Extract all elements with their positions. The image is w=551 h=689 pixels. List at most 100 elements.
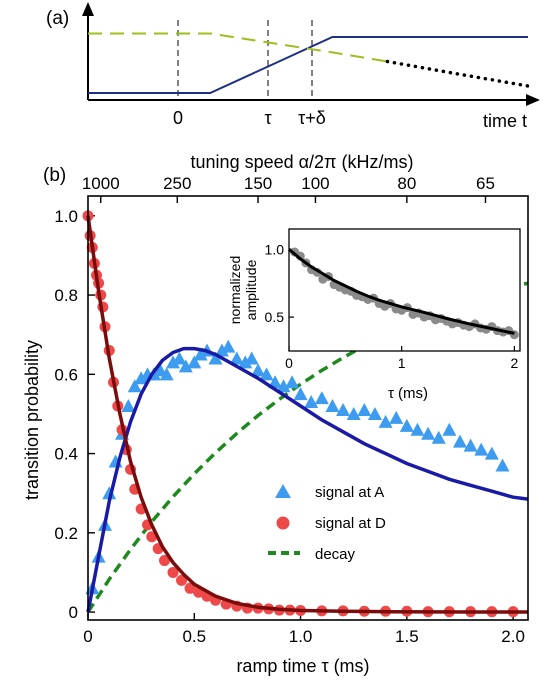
signal-a-point [187, 355, 202, 369]
x-axis-label: ramp time τ (ms) [236, 656, 369, 676]
signal-a-point [452, 434, 467, 448]
signal-a-point [304, 395, 319, 409]
signal-a-point [399, 418, 414, 432]
inset-y-tick-label: 0.5 [265, 309, 285, 325]
panel-a-curves [88, 32, 530, 94]
panel-a-tick-0: 0 [173, 108, 183, 128]
signal-a-point [178, 359, 193, 373]
legend-marker-signal-a [275, 484, 291, 498]
signal-a-point [285, 375, 300, 389]
panel-a-curve-dotted [385, 59, 530, 88]
inset-fit-curve [288, 248, 515, 335]
signal-a-point [159, 367, 174, 381]
signal-a-point [325, 399, 340, 413]
signal-a-point [357, 402, 372, 416]
inset-x-tick-label: 1 [398, 355, 406, 371]
y-tick-label: 0.6 [54, 365, 78, 384]
signal-a-point [484, 446, 499, 460]
signal-a-point [193, 347, 208, 361]
x-tick-label: 1.0 [289, 627, 313, 646]
panel-a: (a) 0 τ τ+δ time t [46, 2, 540, 131]
panel-a-y-arrowhead [82, 2, 94, 16]
y-tick-label: 0.2 [54, 524, 78, 543]
x-tick-label: 1.5 [395, 627, 419, 646]
signal-a-point [410, 422, 425, 436]
panel-a-x-arrowhead [526, 94, 540, 106]
top-tick-label: 250 [163, 174, 191, 193]
signal-a-point [244, 351, 259, 365]
decay-curve [86, 281, 529, 614]
signal-a-point [442, 422, 457, 436]
inset-x-tick-label: 0 [285, 355, 293, 371]
signal-a-point [102, 486, 117, 500]
signal-a-point [208, 351, 223, 365]
x-tick-label: 0 [83, 627, 92, 646]
top-tick-label: 150 [244, 174, 272, 193]
plot-frame [87, 195, 529, 621]
signal-a-point [346, 406, 361, 420]
legend: signal at A signal at D decay [268, 484, 386, 563]
inset-plot: 0 1 2 0.5 1.0 [265, 241, 519, 371]
signal-a-point [127, 379, 142, 393]
y-axis-label: transition probability [22, 340, 42, 500]
top-tick-label: 80 [397, 174, 416, 193]
panel-a-axis-label: time t [483, 111, 527, 131]
signal-d-point [176, 574, 188, 586]
signal-a-point [474, 442, 489, 456]
signal-a-point [134, 371, 149, 385]
signal-a-point [314, 391, 329, 405]
y-tick-label: 0 [69, 603, 78, 622]
signal-a-point [268, 375, 283, 389]
legend-label-signal-d: signal at D [315, 515, 386, 532]
signal-a-point [431, 430, 446, 444]
inset-xlabel: τ (ms) [388, 385, 428, 402]
signal-a-point [214, 343, 229, 357]
signal-a-point [389, 410, 404, 424]
fit-curve [86, 215, 528, 614]
signal-a-point [172, 351, 187, 365]
panel-a-curve-solid [88, 36, 528, 94]
panel-a-tick-tau-delta: τ+δ [298, 108, 326, 128]
legend-label-decay: decay [315, 546, 356, 563]
signal-a-point [336, 402, 351, 416]
signal-a-point [121, 399, 136, 413]
top-tick-label: 1000 [82, 174, 120, 193]
inset-y-tick-label: 1.0 [265, 241, 285, 257]
signal-a-point [463, 438, 478, 452]
signal-a-point [221, 339, 236, 353]
panel-b: (b) tuning speed α/2π (kHz/ms) transitio… [22, 152, 529, 676]
legend-marker-signal-d [276, 516, 290, 530]
fit-curve [86, 346, 529, 613]
panel-a-label: (a) [46, 8, 69, 29]
x-tick-label: 0.5 [182, 627, 206, 646]
inset-x-tick-label: 2 [510, 355, 518, 371]
panel-a-curve-dashed [88, 32, 388, 63]
panel-b-label: (b) [43, 165, 66, 186]
inset-frame [288, 228, 521, 352]
signal-a-point [276, 379, 291, 393]
signal-a-point [238, 355, 253, 369]
panel-a-tick-tau: τ [264, 108, 271, 128]
signal-a-point [251, 363, 266, 377]
signal-a-point [421, 426, 436, 440]
signal-a-point [166, 355, 181, 369]
signal-d-point [167, 566, 179, 578]
top-tick-label: 100 [301, 174, 329, 193]
inset: 0 1 2 0.5 1.0 normalized amplitude τ (ms) [227, 228, 521, 402]
inset-ylabel-line2: amplitude [243, 259, 259, 320]
inset-ylabel-line1: normalized [227, 256, 243, 324]
signal-a-point [293, 387, 308, 401]
top-axis-label: tuning speed α/2π (kHz/ms) [191, 152, 414, 172]
x-tick-label: 2.0 [501, 627, 525, 646]
signal-a-point [259, 367, 274, 381]
signal-d-point [159, 555, 171, 567]
signal-a-point [367, 406, 382, 420]
y-tick-label: 1.0 [54, 207, 78, 226]
signal-a-point [229, 351, 244, 365]
signal-a-point [378, 414, 393, 428]
y-tick-label: 0.8 [54, 286, 78, 305]
signal-d-point [184, 582, 196, 594]
signal-a-point [495, 458, 510, 472]
